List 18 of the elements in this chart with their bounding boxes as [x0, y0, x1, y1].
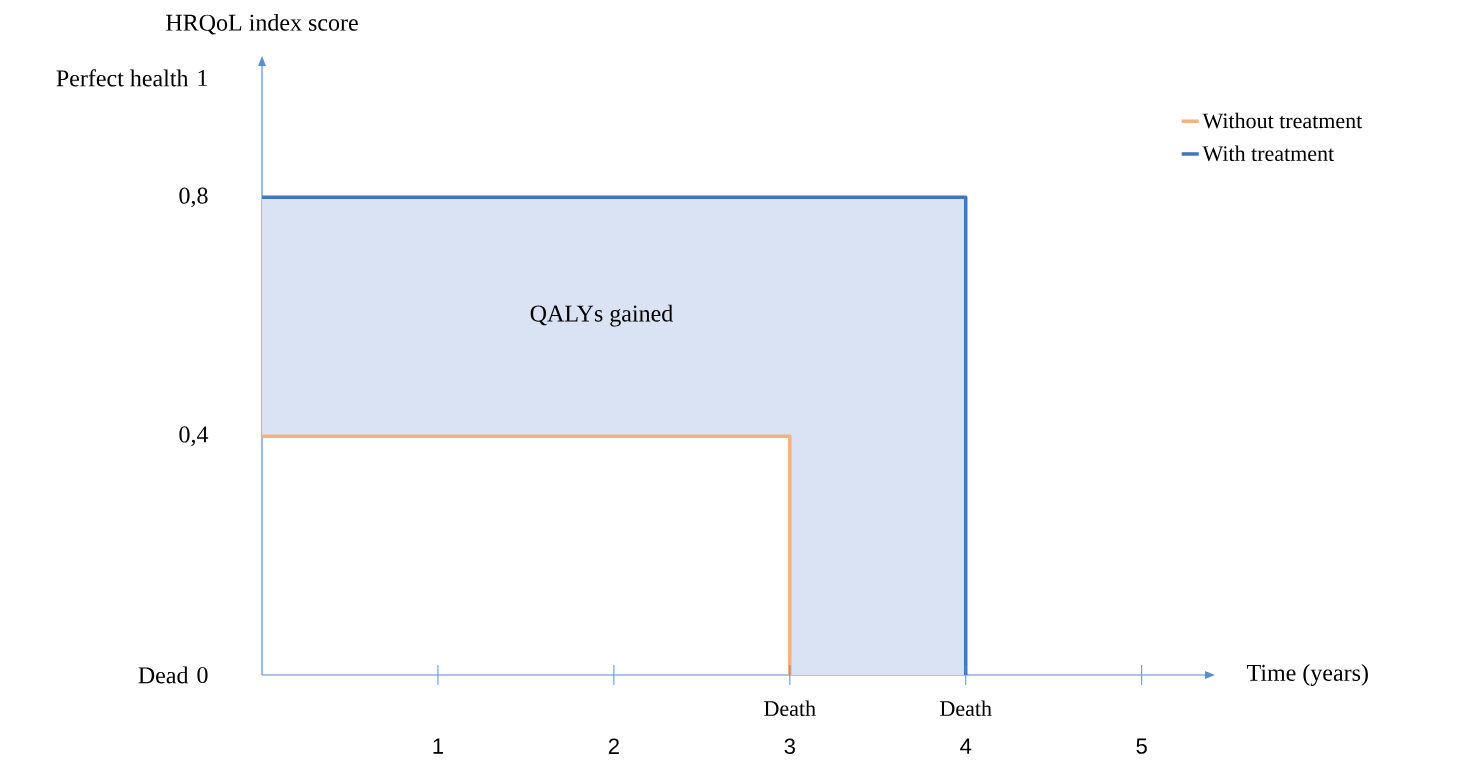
y-tick-label: 0 [197, 666, 208, 684]
y-tick-label: 0,4 [179, 426, 209, 446]
x-tick-label: 4 [960, 738, 972, 754]
x-tick-label: 1 [433, 738, 443, 754]
text: Dead [138, 666, 189, 684]
x-tick-label: 5 [1136, 738, 1147, 754]
x-tick-label: 3 [784, 738, 795, 755]
y-tick-label: 0,8 [179, 187, 208, 208]
legend-label: Without treatment [1202, 112, 1363, 129]
y-tick-label: 1 [198, 70, 208, 86]
text: Perfect health [56, 69, 189, 87]
x-axis-title: Time (years) [1246, 664, 1368, 686]
y-axis-title: HRQoL index score [166, 13, 358, 35]
annotation: Death [940, 700, 992, 716]
legend-label: With treatment [1202, 145, 1335, 162]
annotation: QALYs gained [530, 304, 673, 327]
annotation: Death [764, 700, 816, 716]
x-tick-label: 2 [608, 738, 619, 754]
